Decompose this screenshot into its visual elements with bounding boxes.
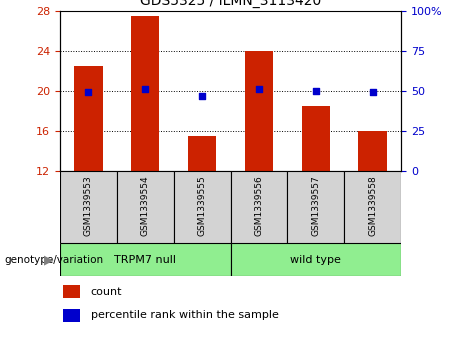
FancyBboxPatch shape: [344, 171, 401, 243]
Bar: [74, 66, 102, 171]
Bar: [188, 136, 216, 171]
Bar: [301, 106, 330, 171]
Point: [312, 88, 319, 94]
FancyBboxPatch shape: [230, 171, 287, 243]
Point: [142, 86, 149, 92]
Point: [85, 89, 92, 95]
Text: GSM1339555: GSM1339555: [198, 176, 207, 236]
Text: percentile rank within the sample: percentile rank within the sample: [91, 310, 278, 321]
FancyBboxPatch shape: [60, 171, 117, 243]
Text: GSM1339554: GSM1339554: [141, 176, 150, 236]
Bar: [63, 285, 80, 298]
FancyBboxPatch shape: [287, 171, 344, 243]
Bar: [358, 131, 387, 171]
Text: count: count: [91, 287, 122, 297]
Text: GSM1339553: GSM1339553: [84, 176, 93, 236]
Bar: [245, 51, 273, 171]
Text: ▶: ▶: [44, 253, 53, 266]
FancyBboxPatch shape: [174, 171, 230, 243]
Text: GSM1339556: GSM1339556: [254, 176, 263, 236]
Point: [255, 86, 263, 92]
Text: GSM1339558: GSM1339558: [368, 176, 377, 236]
Text: GSM1339557: GSM1339557: [311, 176, 320, 236]
FancyBboxPatch shape: [60, 243, 230, 276]
Text: genotype/variation: genotype/variation: [5, 254, 104, 265]
FancyBboxPatch shape: [117, 171, 174, 243]
Text: TRPM7 null: TRPM7 null: [114, 254, 176, 265]
Bar: [131, 16, 160, 171]
Title: GDS5325 / ILMN_3113420: GDS5325 / ILMN_3113420: [140, 0, 321, 8]
Point: [369, 89, 376, 95]
Bar: [63, 309, 80, 322]
Text: wild type: wild type: [290, 254, 341, 265]
Point: [198, 93, 206, 98]
FancyBboxPatch shape: [230, 243, 401, 276]
